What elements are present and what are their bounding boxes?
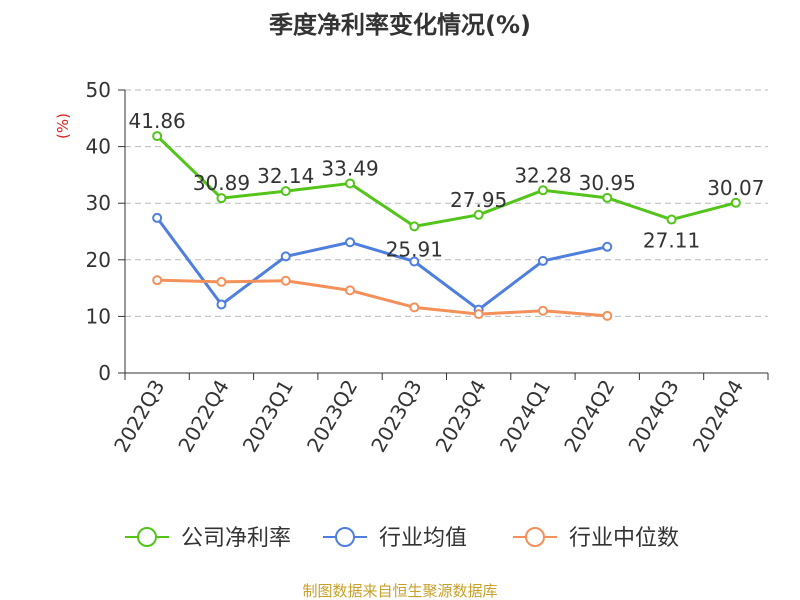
series-line [157, 278, 608, 318]
x-tick-label: 2023Q4 [431, 376, 491, 457]
data-label: 30.07 [707, 176, 764, 200]
x-tick-label: 2024Q4 [688, 376, 748, 457]
y-tick-label: 10 [86, 304, 111, 328]
data-point [216, 276, 227, 287]
y-axis-unit: (%) [54, 113, 72, 139]
x-tick-label: 2024Q1 [495, 376, 555, 457]
legend: 公司净利率 行业均值 行业中位数 [125, 526, 679, 551]
data-point [152, 212, 163, 223]
legend-label: 公司净利率 [181, 526, 291, 551]
series-line [156, 134, 737, 228]
data-point [473, 209, 484, 220]
series-lines [152, 131, 741, 321]
data-point [473, 309, 484, 320]
legend-label: 行业中位数 [569, 526, 679, 551]
data-label: 27.11 [643, 229, 700, 253]
data-point [345, 178, 356, 189]
x-tick-label: 2022Q3 [109, 376, 169, 457]
y-tick-label: 0 [98, 361, 111, 385]
data-label: 32.14 [257, 164, 314, 188]
series-line [155, 217, 608, 312]
y-tick-label: 50 [86, 78, 111, 102]
data-point [537, 305, 548, 316]
data-point [345, 285, 356, 296]
data-label: 41.86 [129, 109, 186, 133]
data-point [602, 192, 613, 203]
data-label: 25.91 [386, 237, 443, 261]
data-point [537, 185, 548, 196]
y-tick-label: 20 [86, 248, 111, 272]
chart-title: 季度净利率变化情况(%) [269, 11, 531, 39]
x-tick-label: 2023Q3 [366, 376, 426, 457]
data-point [216, 299, 227, 310]
data-point [730, 197, 741, 208]
legend-marker [335, 527, 355, 547]
data-point [216, 193, 227, 204]
data-label: 33.49 [321, 156, 378, 180]
data-point [152, 275, 163, 286]
data-point [280, 251, 291, 262]
data-label: 30.89 [193, 171, 250, 195]
data-point [409, 302, 420, 313]
data-point [409, 256, 420, 267]
data-point [602, 241, 613, 252]
data-point [537, 255, 548, 266]
grid-lines [125, 89, 768, 317]
x-tick-label: 2024Q2 [559, 376, 619, 457]
data-point [280, 186, 291, 197]
y-tick-label: 40 [86, 135, 111, 159]
data-point [602, 310, 613, 321]
y-tick-label: 30 [86, 191, 111, 215]
source-note: 制图数据来自恒生聚源数据库 [302, 582, 497, 600]
x-tick-label: 2023Q2 [302, 376, 362, 457]
legend-label: 行业均值 [379, 526, 467, 551]
data-point [152, 131, 163, 142]
data-point [280, 275, 291, 286]
x-tick-label: 2022Q4 [173, 376, 233, 457]
x-tick-label: 2024Q3 [623, 376, 683, 457]
legend-marker [525, 527, 545, 547]
data-point [345, 237, 356, 248]
data-label: 30.95 [579, 171, 636, 195]
data-point [666, 214, 677, 225]
data-labels: 41.86 30.89 32.14 33.49 25.91 27.95 32.28 30.95… [129, 109, 765, 261]
legend-marker [137, 527, 157, 547]
data-label: 32.28 [514, 163, 571, 187]
data-label: 27.95 [450, 188, 507, 212]
x-tick-label: 2023Q1 [238, 376, 298, 457]
data-point [409, 221, 420, 232]
